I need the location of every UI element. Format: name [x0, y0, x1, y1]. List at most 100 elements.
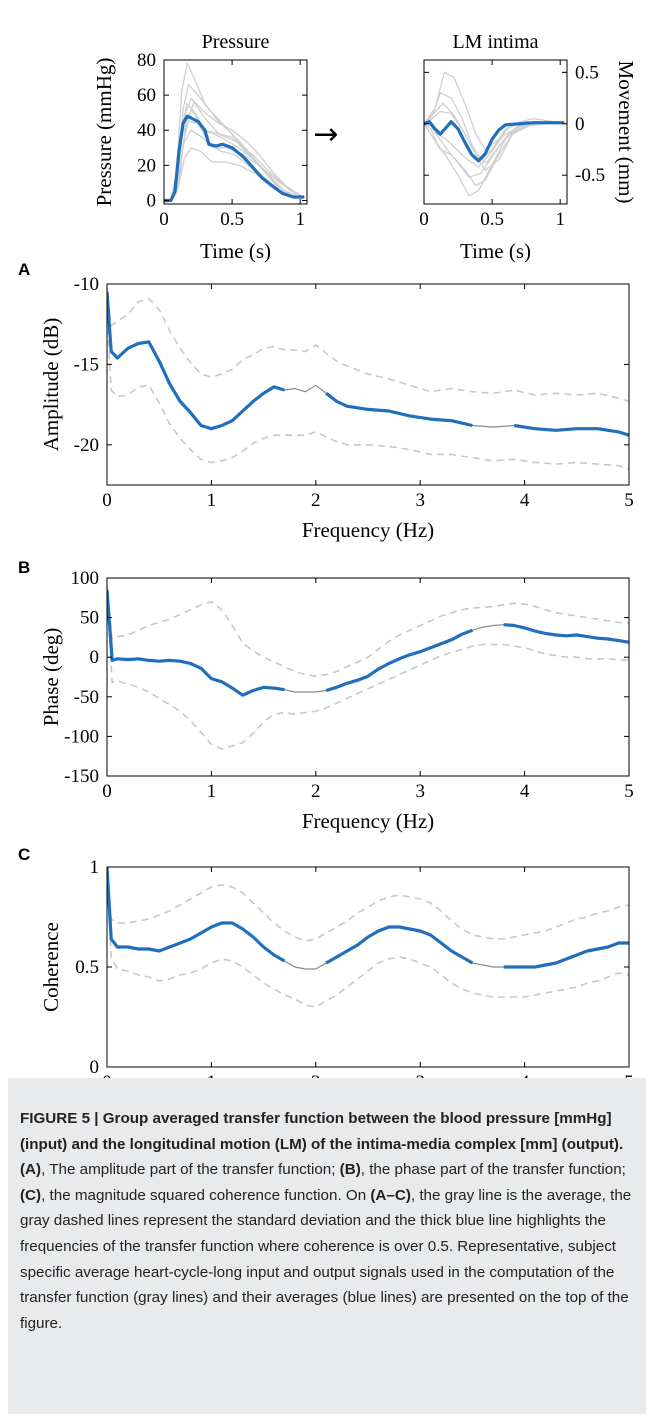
data-layer — [107, 288, 629, 470]
high-coherence-segment-3 — [503, 623, 629, 644]
panel-label-a: A — [18, 260, 30, 279]
average-line — [424, 120, 565, 163]
y-tick-label: 60 — [137, 85, 156, 106]
x-tick-label: 5 — [624, 781, 634, 802]
y-tick-label: -150 — [64, 766, 99, 787]
average-line — [107, 589, 629, 696]
y-tick-label: 0.5 — [575, 62, 599, 83]
y-tick-label: 1 — [90, 857, 100, 878]
chart-title: Pressure — [202, 31, 270, 53]
average-line — [164, 114, 305, 203]
high-coherence-segment-1 — [107, 589, 285, 697]
x-tick-label: 3 — [415, 490, 425, 511]
arrow-icon: → — [313, 117, 338, 152]
panel-label-b: B — [18, 558, 30, 577]
chart-lm-intima: 0 0.5 1 -0.5 0 0.5 LM intima Time (s) Movement (… — [419, 31, 638, 263]
subject-line-8 — [424, 123, 563, 179]
x-axis-label: Time (s) — [460, 239, 531, 263]
x-tick-label: 3 — [415, 781, 425, 802]
x-tick-label: 1 — [207, 781, 217, 802]
x-tick-label: 5 — [624, 1072, 634, 1080]
y-axis-label: Coherence — [39, 922, 63, 1012]
x-tick-label: 0 — [159, 209, 169, 230]
caption-label: FIGURE 5 | — [20, 1110, 103, 1127]
x-tick-label: 4 — [520, 490, 530, 511]
caption-text-c: , the magnitude squared coherence functi… — [41, 1186, 371, 1204]
y-tick-label: -0.5 — [575, 165, 605, 186]
caption-ref-a: (A) — [20, 1161, 42, 1179]
y-tick-label: -50 — [74, 687, 99, 708]
x-tick-label: 3 — [415, 1072, 425, 1080]
y-tick-label: 0 — [575, 114, 585, 135]
data-layer — [107, 585, 629, 750]
y-tick-label: 40 — [137, 120, 156, 141]
high-coherence-segment-2 — [325, 392, 473, 428]
caption-ref-b: (B) — [339, 1161, 361, 1179]
chart-phase: 0 1 2 3 4 5 -150 -100 -50 0 50 100 Frequency (Hz) Pha… — [39, 568, 634, 833]
y-tick-label: 100 — [71, 568, 100, 589]
subject-line-2 — [424, 92, 547, 161]
x-tick-label: 0.5 — [480, 209, 504, 230]
y-tick-label: 0.5 — [75, 957, 99, 978]
y-axis-label: Movement (mm) — [614, 61, 638, 204]
x-axis-label: Frequency (Hz) — [302, 518, 434, 542]
std-upper-line — [107, 867, 629, 942]
data-layer — [164, 61, 305, 203]
x-tick-label: 5 — [624, 490, 634, 511]
std-lower-line — [107, 316, 629, 470]
y-tick-label: -100 — [64, 726, 99, 747]
caption-ref-c: (C) — [20, 1186, 42, 1204]
chart-pressure: 0 0.5 1 0 20 40 60 80 Pressure Time (s) Pressure (… — [92, 31, 308, 263]
subject-line-4 — [424, 121, 540, 197]
subject-line-9 — [164, 100, 304, 202]
panel-label-c: C — [18, 845, 30, 864]
axes-frame — [106, 866, 630, 1068]
subject-line-5 — [424, 110, 550, 172]
y-tick-label: 20 — [137, 155, 156, 176]
high-coherence-segment-2 — [325, 925, 474, 965]
axes-frame — [423, 59, 568, 205]
x-axis-label: Time (s) — [200, 239, 271, 263]
caption-text-a: , The amplitude part of the transfer fun… — [41, 1161, 340, 1179]
chart-amplitude: 0 1 2 3 4 5 -20 -15 -10 Frequency (Hz) Amplitude (… — [39, 274, 634, 542]
x-tick-label: 2 — [311, 490, 321, 511]
y-tick-label: 0 — [147, 190, 157, 211]
std-upper-line — [107, 585, 629, 678]
x-tick-label: 2 — [311, 781, 321, 802]
high-coherence-segment-2 — [325, 628, 473, 693]
y-tick-label: 50 — [80, 608, 99, 629]
caption-title: Group averaged transfer function between… — [20, 1110, 624, 1153]
x-tick-label: 1 — [295, 209, 305, 230]
subject-line-7 — [424, 102, 554, 164]
figure-caption: FIGURE 5 | Group averaged transfer funct… — [8, 1078, 646, 1414]
x-tick-label: 0.5 — [220, 209, 244, 230]
chart-title: LM intima — [452, 31, 538, 53]
x-tick-label: 1 — [555, 209, 565, 230]
y-tick-label: -15 — [74, 354, 99, 375]
std-upper-line — [107, 288, 629, 403]
x-tick-label: 1 — [207, 1072, 217, 1080]
x-tick-label: 0 — [419, 209, 429, 230]
axes-frame — [106, 577, 630, 777]
x-tick-label: 0 — [102, 781, 112, 802]
caption-text-rest: , the gray line is the average, the gray… — [20, 1186, 632, 1332]
x-tick-label: 0 — [102, 490, 112, 511]
std-lower-line — [107, 867, 629, 1008]
average-line — [107, 291, 629, 436]
y-tick-label: 80 — [137, 50, 156, 71]
subject-line-1 — [424, 71, 554, 151]
high-coherence-segment-1 — [107, 291, 285, 431]
caption-text-b: , the phase part of the transfer functio… — [360, 1161, 626, 1179]
data-layer — [424, 71, 565, 197]
x-tick-label: 4 — [520, 1072, 530, 1080]
x-tick-label: 0 — [102, 1072, 112, 1080]
y-axis-label: Amplitude (dB) — [39, 318, 63, 452]
y-tick-label: 0 — [90, 647, 100, 668]
chart-coherence: 01234500.51Frequency (Hz)Coherence — [39, 857, 634, 1080]
x-axis-label: Frequency (Hz) — [302, 809, 434, 833]
y-axis-label: Pressure (mmHg) — [92, 58, 116, 207]
high-coherence-segment-3 — [513, 423, 629, 437]
high-coherence-segment-3 — [503, 941, 629, 969]
y-tick-label: -10 — [74, 274, 99, 295]
